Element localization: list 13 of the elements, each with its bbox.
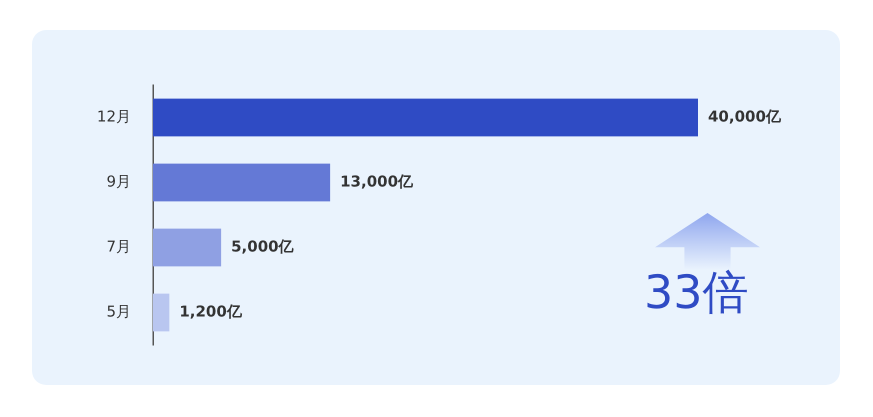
y-tick-label: 5月 [106,302,131,320]
data-label: 13,000亿 [340,172,414,190]
annotation: 33倍 [644,264,749,321]
data-label: 40,000亿 [708,107,782,126]
bar [153,164,330,202]
data-label: 1,200亿 [179,302,243,320]
bar [153,228,222,266]
bar [153,294,170,332]
y-tick-label: 9月 [106,172,131,190]
data-label: 5,000亿 [231,237,295,256]
y-tick-label: 12月 [96,107,131,126]
y-tick-label: 7月 [106,237,131,256]
bar [153,98,698,136]
